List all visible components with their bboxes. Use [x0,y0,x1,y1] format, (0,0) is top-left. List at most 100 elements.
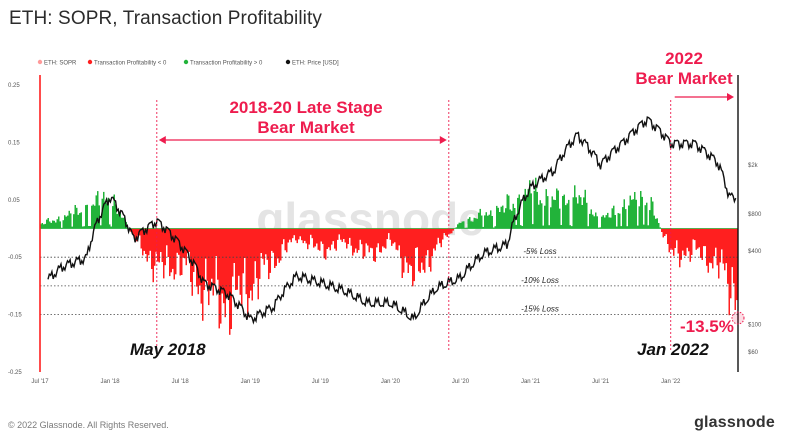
profitability-bar [338,228,340,235]
x-tick: Jan '21 [521,379,541,385]
profitability-bar [353,228,355,253]
current-value-marker [731,311,745,325]
profitability-bar [77,214,79,229]
profitability-bar [265,228,267,255]
profitability-bar [287,228,289,243]
profitability-bar [319,228,321,251]
profitability-bar [676,228,678,241]
y-left-tick: 0.15 [8,140,20,146]
profitability-bar [301,228,303,241]
profitability-bar [259,228,261,279]
profitability-bar [716,228,718,266]
y-left-tick: 0.05 [8,198,20,204]
profitability-bar [193,228,195,272]
profitability-bar [488,214,490,229]
profitability-bar [272,228,274,253]
profitability-bar [146,228,148,262]
profitability-bar [229,228,231,335]
profitability-bar [449,228,451,234]
profitability-bar [239,228,241,295]
profitability-bar [100,225,102,229]
profitability-bar [682,228,684,251]
profitability-bar [437,228,439,238]
profitability-bar [91,205,93,229]
profitability-bar [653,215,655,229]
profitability-bar [347,228,349,244]
profitability-bar [604,217,606,229]
profitability-bar [722,228,724,264]
profitability-bar [698,228,700,248]
profitability-bar [410,228,412,266]
profitability-bar [451,228,453,234]
profitability-bar [95,195,97,229]
profitability-bar [116,213,118,229]
profitability-bar [376,228,378,248]
profitability-bar [326,228,328,249]
profitability-bar [176,228,178,253]
profitability-bar [608,217,610,229]
profitability-bar [542,225,544,229]
profitability-bar [524,188,526,229]
profitability-bar [658,223,660,229]
x-tick: Jan '19 [241,379,261,385]
profitability-bar [137,228,139,236]
profitability-bar [421,228,423,263]
profitability-bar [97,191,99,229]
loss-threshold-label: -15% Loss [521,305,559,314]
profitability-bar [64,215,66,229]
profitability-bar [472,221,474,229]
profitability-bar [80,212,82,229]
profitability-bar [721,228,723,250]
profitability-bar [688,228,690,252]
profitability-bar [680,228,682,260]
profitability-bar [368,228,370,253]
profitability-bar [496,205,498,229]
profitability-bar [587,226,589,229]
profitability-bar [76,207,78,229]
profitability-bar [304,228,306,241]
profitability-bar [380,228,382,253]
profitability-bar [406,228,408,263]
profitability-bars [40,177,738,335]
profitability-bar [104,201,106,229]
profitability-bar [134,228,136,240]
profitability-bar [461,221,463,229]
profitability-bar [685,228,687,256]
profitability-bar [70,213,72,229]
profitability-bar [274,228,276,268]
profitability-bar [593,216,595,229]
profitability-bar [644,205,646,229]
may-2018-label: May 2018 [130,340,206,359]
profitability-bar [470,221,472,229]
profitability-bar [377,228,379,244]
profitability-bar [343,228,345,239]
profitability-bar [302,228,304,244]
profitability-bar [329,228,331,251]
profitability-bar [487,215,489,229]
profitability-bar [109,224,111,229]
profitability-bar [541,203,543,229]
profitability-bar [392,228,394,244]
profitability-bar [310,228,312,235]
profitability-bar [607,212,609,229]
y-left-tick: -0.25 [8,370,22,376]
profitability-bar [388,228,390,234]
profitability-bar [334,228,336,249]
profitability-bar [485,212,487,229]
profitability-bar [224,228,226,318]
profitability-bar [166,228,168,246]
profitability-bar [730,228,732,299]
profitability-bar [268,228,270,280]
profitability-bar [247,228,249,318]
profitability-bar [160,228,162,252]
profitability-bar [575,197,577,229]
profitability-bar [223,228,225,304]
profitability-bar [503,212,505,229]
profitability-bar [289,228,291,240]
profitability-bar [689,228,691,262]
profitability-bar [227,228,229,298]
profitability-bar [713,228,715,257]
profitability-bar [614,215,616,229]
profitability-bar [214,228,216,285]
